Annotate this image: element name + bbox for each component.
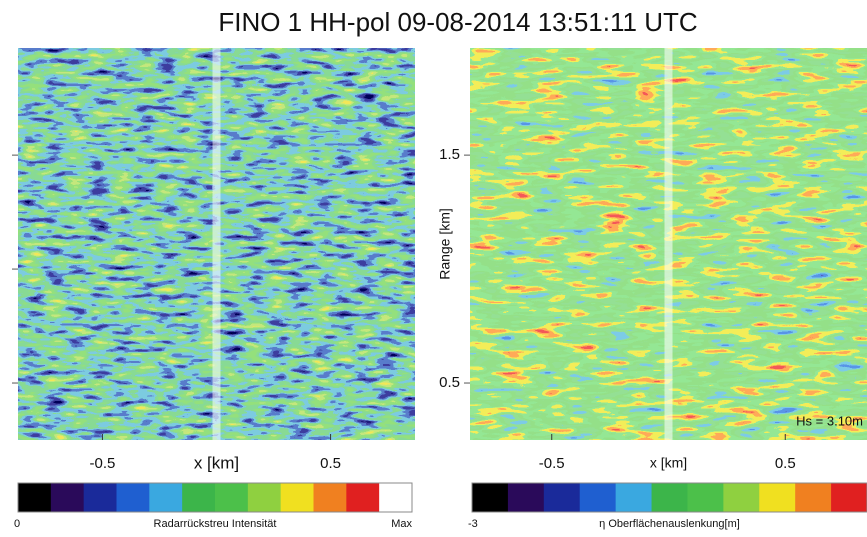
- annotation: Hs = 3.10m: [796, 413, 863, 428]
- y-axis-label: Range [km]: [437, 208, 453, 280]
- colorbar-segment: [149, 483, 183, 512]
- colorbar-segment: [543, 483, 581, 512]
- track-stripe: [212, 48, 221, 440]
- colorbar-segment: [831, 483, 867, 512]
- x-tick-label: -0.5: [539, 455, 565, 472]
- x-tick-label: 0.5: [775, 455, 796, 472]
- colorbar-label: Radarrückstreu Intensität: [154, 518, 277, 530]
- colorbar-segment: [313, 483, 347, 512]
- colorbar-segment: [759, 483, 796, 512]
- title: FINO 1 HH-pol 09-08-2014 13:51:11 UTC: [218, 7, 697, 37]
- x-axis-label: x [km]: [194, 453, 239, 472]
- x-tick-label: -0.5: [89, 455, 115, 472]
- colorbar-segment: [615, 483, 653, 512]
- colorbar-frame: [17, 482, 413, 513]
- colorbar-segment: [247, 483, 282, 512]
- x-axis-label: x [km]: [650, 455, 687, 471]
- colorbar-segment: [116, 483, 150, 512]
- colorbar-min: 0: [14, 518, 20, 530]
- colorbar-segment: [651, 483, 688, 512]
- colorbar-min: -3: [468, 518, 478, 530]
- colorbar-label: η Oberflächenauslenkung[m]: [599, 518, 740, 530]
- colorbar-frame: [471, 482, 867, 513]
- colorbar-segment: [579, 483, 617, 512]
- x-tick-label: 0.5: [320, 455, 341, 472]
- colorbar-segment: [795, 483, 832, 512]
- colorbar-segment: [723, 483, 760, 512]
- colorbar-segment: [182, 483, 216, 512]
- y-tick-label: 0.5: [439, 374, 460, 391]
- colorbar-segment: [472, 483, 509, 512]
- colorbar-segment: [379, 483, 413, 512]
- colorbar-segment: [18, 483, 52, 512]
- track-stripe: [664, 48, 673, 440]
- colorbar-max: Max: [391, 518, 412, 530]
- colorbar-segment: [687, 483, 724, 512]
- y-tick-label: 1.5: [439, 146, 460, 163]
- colorbar-segment: [280, 483, 314, 512]
- colorbar-segment: [215, 483, 249, 512]
- colorbar-segment: [83, 483, 117, 512]
- colorbar-segment: [507, 483, 545, 512]
- colorbar-segment: [346, 483, 380, 512]
- colorbar-segment: [50, 483, 85, 512]
